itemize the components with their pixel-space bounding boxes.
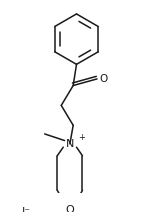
Text: O: O <box>65 205 74 212</box>
Text: I⁻: I⁻ <box>22 208 31 212</box>
Text: O: O <box>100 74 108 84</box>
Text: +: + <box>78 133 85 142</box>
Text: N: N <box>66 139 74 149</box>
